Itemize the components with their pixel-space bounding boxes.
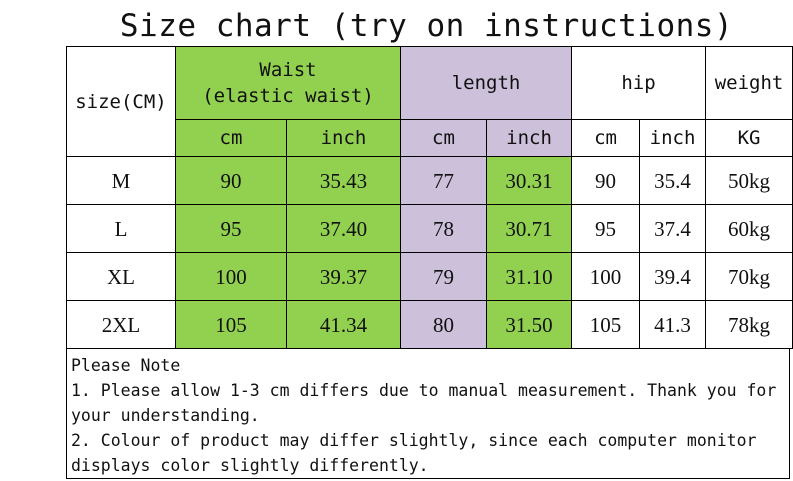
length-cm-cell: 78 [400, 204, 487, 253]
unit-length-inch: inch [485, 119, 573, 157]
size-cell: 2XL [66, 300, 176, 349]
hip-cm-cell: 105 [571, 300, 641, 349]
length-inch-cell: 31.10 [485, 252, 573, 301]
waist-cm-cell: 100 [175, 252, 287, 301]
hip-inch-cell: 41.3 [639, 300, 707, 349]
table-row: M 90 35.43 77 30.31 90 35.4 50kg [66, 156, 793, 205]
hip-inch-cell: 37.4 [639, 204, 707, 253]
table-row: 2XL 105 41.34 80 31.50 105 41.3 78kg [66, 300, 793, 349]
size-header: size(CM) [66, 46, 176, 157]
page-title: Size chart (try on instructions) [119, 8, 734, 44]
hip-header: hip [571, 46, 707, 120]
hip-cm-cell: 90 [571, 156, 641, 205]
length-cm-cell: 80 [400, 300, 487, 349]
header-row-units: cm inch cm inch cm inch KG [67, 119, 793, 157]
table-row: XL 100 39.37 79 31.10 100 39.4 70kg [66, 252, 793, 301]
unit-waist-cm: cm [175, 119, 287, 157]
header-row-groups: size(CM) Waist (elastic waist) length hi… [66, 46, 793, 157]
waist-header: Waist (elastic waist) [175, 46, 401, 120]
unit-hip-inch: inch [639, 119, 707, 157]
unit-hip-cm: cm [571, 119, 641, 157]
length-inch-cell: 30.31 [485, 156, 573, 205]
weight-cell: 70kg [705, 252, 793, 301]
table-row: L 95 37.40 78 30.71 95 37.4 60kg [66, 204, 793, 253]
waist-cm-cell: 95 [175, 204, 287, 253]
length-inch-cell: 30.71 [485, 204, 573, 253]
note-line-1: 1. Please allow 1-3 cm differs due to ma… [71, 381, 787, 425]
length-cm-cell: 79 [400, 252, 487, 301]
waist-inch-cell: 35.43 [286, 156, 401, 205]
unit-length-cm: cm [400, 119, 487, 157]
hip-inch-cell: 39.4 [639, 252, 707, 301]
waist-cm-cell: 90 [175, 156, 287, 205]
note-heading: Please Note [71, 356, 181, 375]
weight-cell: 60kg [705, 204, 793, 253]
waist-header-line1: Waist [259, 59, 317, 81]
waist-inch-cell: 39.37 [286, 252, 401, 301]
waist-inch-cell: 37.40 [286, 204, 401, 253]
waist-inch-cell: 41.34 [286, 300, 401, 349]
size-cell: M [66, 156, 176, 205]
length-header: length [399, 46, 573, 120]
unit-waist-inch: inch [286, 119, 401, 157]
length-cm-cell: 77 [400, 156, 487, 205]
waist-header-line2: (elastic waist) [202, 85, 374, 107]
note-line-2: 2. Colour of product may differ slightly… [71, 431, 767, 475]
size-cell: L [66, 204, 176, 253]
note-box: Please Note 1. Please allow 1-3 cm differ… [66, 349, 790, 479]
hip-cm-cell: 95 [571, 204, 641, 253]
hip-inch-cell: 35.4 [639, 156, 707, 205]
unit-weight-kg: KG [705, 119, 793, 157]
weight-cell: 78kg [705, 300, 793, 349]
weight-cell: 50kg [705, 156, 793, 205]
weight-header: weight [705, 46, 793, 120]
length-inch-cell: 31.50 [485, 300, 573, 349]
size-cell: XL [66, 252, 176, 301]
waist-cm-cell: 105 [175, 300, 287, 349]
size-chart-table: size(CM) Waist (elastic waist) length hi… [66, 46, 793, 349]
hip-cm-cell: 100 [571, 252, 641, 301]
